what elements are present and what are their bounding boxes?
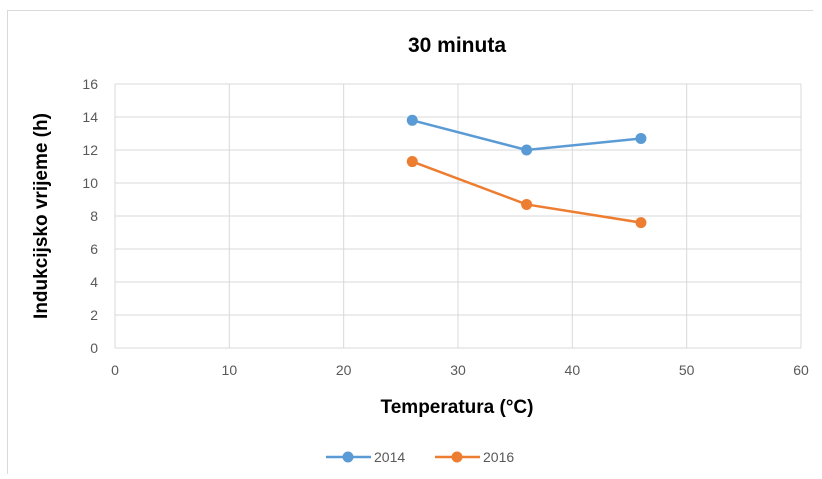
y-tick-label: 4 [90,274,98,290]
legend-label: 2016 [483,449,514,465]
series-2016 [406,156,647,229]
legend-label: 2014 [374,449,405,465]
y-tick-label: 10 [82,175,98,191]
x-tick-label: 20 [336,362,352,378]
series-group [406,114,647,229]
y-axis-title: Indukcijsko vrijeme (h) [31,113,52,319]
chart-frame [7,10,813,474]
y-tick-label: 8 [90,208,98,224]
x-tick-labels: 0 10 20 30 40 50 60 [111,362,809,378]
data-point-2014 [406,114,418,126]
legend-marker [451,451,463,463]
series-2014 [406,114,647,156]
gridlines [114,83,802,349]
y-tick-label: 6 [90,241,98,257]
x-axis-title: Temperatura (°C) [381,397,534,418]
legend-item-2014: 2014 [326,449,405,465]
y-tick-labels: 0 2 4 6 8 10 12 14 16 [82,76,98,356]
y-tick-label: 14 [82,109,98,125]
y-tick-label: 16 [82,76,98,92]
data-point-2016 [521,198,533,210]
data-point-2014 [521,144,533,156]
x-tick-label: 10 [222,362,238,378]
series-line-2016 [411,160,642,224]
x-tick-label: 50 [679,362,695,378]
legend-item-2016: 2016 [435,449,514,465]
legend-marker [342,451,354,463]
x-tick-label: 40 [565,362,581,378]
x-tick-label: 60 [793,362,809,378]
y-tick-label: 0 [90,340,98,356]
data-point-2016 [635,217,647,229]
data-point-2014 [635,132,647,144]
data-point-2016 [406,156,418,168]
y-tick-label: 2 [90,307,98,323]
x-tick-label: 0 [111,362,119,378]
x-tick-label: 30 [450,362,466,378]
chart-title: 30 minuta [408,34,506,57]
y-tick-label: 12 [82,142,98,158]
legend: 2014 2016 [326,449,514,465]
